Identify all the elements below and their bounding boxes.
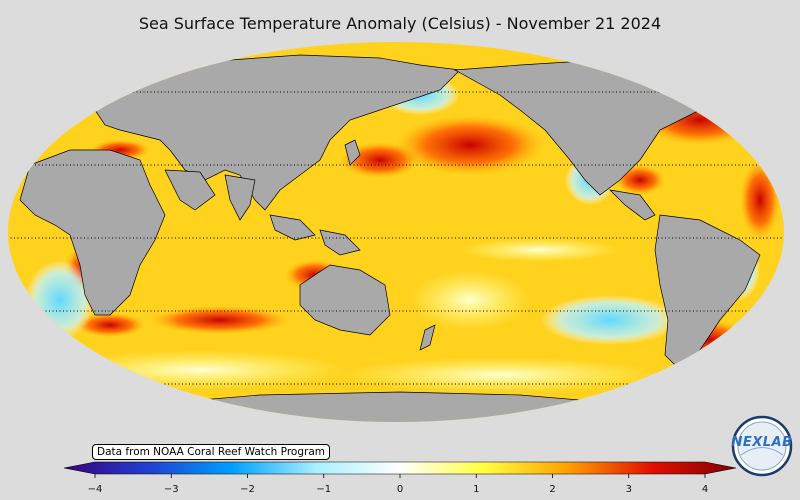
land-masses: [19, 54, 781, 422]
colorbar-tick-label: 3: [625, 484, 632, 495]
colorbar-tick-label: −1: [316, 484, 332, 495]
colorbar-tick-label: 4: [701, 484, 709, 495]
colorbar-tick-label: −3: [163, 484, 179, 495]
colorbar-tick-label: 0: [396, 484, 404, 495]
ocean-anomaly-field: [8, 42, 784, 422]
colorbar-tick-label: −2: [240, 484, 255, 495]
logo-text: NEXLAB: [731, 435, 793, 450]
colorbar-tick-label: 2: [549, 484, 556, 495]
colorbar-tick-label: −4: [87, 484, 103, 495]
nexlab-logo: NEXLAB: [731, 415, 793, 477]
colorbar-tick-label: 1: [473, 484, 480, 495]
colorbar: [63, 461, 737, 478]
map-title: Sea Surface Temperature Anomaly (Celsius…: [138, 14, 662, 33]
data-credit-label: Data from NOAA Coral Reef Watch Program: [92, 444, 330, 460]
